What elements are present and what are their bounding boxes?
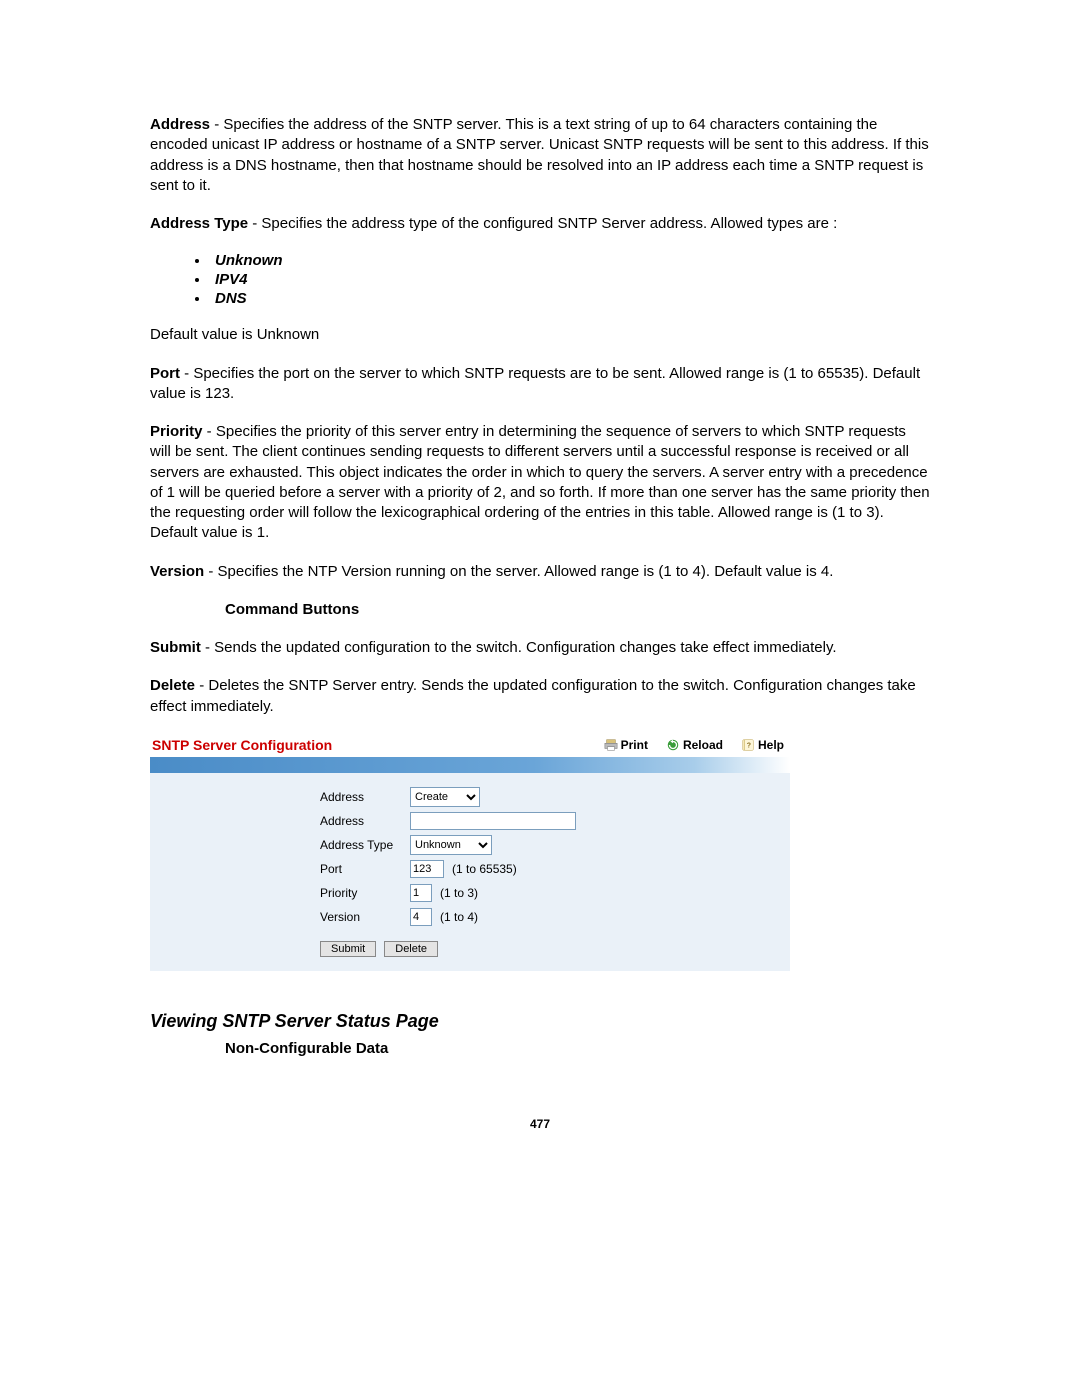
panel-actions: Print Reload ? Help [604,738,784,752]
row-address-type: Address Type Unknown [320,835,780,855]
help-label: Help [758,738,784,752]
label-address-select: Address [320,790,410,804]
submit-button[interactable]: Submit [320,941,376,957]
text-priority: - Specifies the priority of this server … [150,423,930,541]
print-label: Print [621,738,648,752]
port-input[interactable] [410,860,444,878]
row-priority: Priority (1 to 3) [320,883,780,903]
label-port: Port [150,365,180,382]
section-heading: Viewing SNTP Server Status Page [150,1011,930,1032]
type-dns: DNS [215,290,247,307]
label-address: Address [150,116,210,133]
gradient-bar [150,757,790,773]
reload-icon [666,738,680,752]
label-version-field: Version [320,910,410,924]
button-row: Submit Delete [320,941,780,957]
svg-text:?: ? [747,742,751,749]
section-subheading: Non-Configurable Data [225,1040,930,1057]
label-port-field: Port [320,862,410,876]
paragraph-port: Port - Specifies the port on the server … [150,364,930,405]
text-submit: - Sends the updated configuration to the… [201,639,837,656]
command-buttons-heading: Command Buttons [225,600,930,620]
paragraph-delete: Delete - Deletes the SNTP Server entry. … [150,676,930,717]
paragraph-submit: Submit - Sends the updated configuration… [150,638,930,658]
address-select[interactable]: Create [410,787,480,807]
help-icon: ? [741,738,755,752]
address-input[interactable] [410,812,576,830]
panel-header: SNTP Server Configuration Print Reload [150,735,790,757]
type-item-ipv4: IPV4 [210,271,930,288]
label-delete: Delete [150,677,195,694]
type-unknown: Unknown [215,252,283,269]
row-address-input: Address [320,811,780,831]
row-address-select: Address Create [320,787,780,807]
delete-button[interactable]: Delete [384,941,438,957]
default-value-text: Default value is Unknown [150,325,930,345]
priority-hint: (1 to 3) [440,886,478,900]
label-address-type: Address Type [150,215,248,232]
priority-input[interactable] [410,884,432,902]
label-address-input: Address [320,814,410,828]
type-ipv4: IPV4 [215,271,248,288]
label-priority: Priority [150,423,203,440]
print-icon [604,738,618,752]
address-type-select[interactable]: Unknown [410,835,492,855]
paragraph-address-type: Address Type - Specifies the address typ… [150,214,930,234]
row-port: Port (1 to 65535) [320,859,780,879]
sntp-config-panel: SNTP Server Configuration Print Reload [150,735,790,971]
port-hint: (1 to 65535) [452,862,517,876]
document-page: Address - Specifies the address of the S… [0,0,1080,1191]
label-version: Version [150,563,204,580]
paragraph-priority: Priority - Specifies the priority of thi… [150,422,930,544]
text-address: - Specifies the address of the SNTP serv… [150,116,929,194]
text-version: - Specifies the NTP Version running on t… [204,563,833,580]
reload-action[interactable]: Reload [666,738,723,752]
version-input[interactable] [410,908,432,926]
paragraph-address: Address - Specifies the address of the S… [150,115,930,196]
address-type-list: Unknown IPV4 DNS [150,252,930,307]
paragraph-version: Version - Specifies the NTP Version runn… [150,562,930,582]
text-address-type: - Specifies the address type of the conf… [248,215,837,232]
type-item-unknown: Unknown [210,252,930,269]
label-priority-field: Priority [320,886,410,900]
help-action[interactable]: ? Help [741,738,784,752]
label-submit: Submit [150,639,201,656]
row-version: Version (1 to 4) [320,907,780,927]
panel-title: SNTP Server Configuration [152,737,604,753]
page-number: 477 [150,1117,930,1131]
text-delete: - Deletes the SNTP Server entry. Sends t… [150,677,916,714]
type-item-dns: DNS [210,290,930,307]
label-address-type-field: Address Type [320,838,410,852]
reload-label: Reload [683,738,723,752]
text-port: - Specifies the port on the server to wh… [150,365,920,402]
form-area: Address Create Address Address Type Unkn… [150,773,790,971]
print-action[interactable]: Print [604,738,648,752]
version-hint: (1 to 4) [440,910,478,924]
